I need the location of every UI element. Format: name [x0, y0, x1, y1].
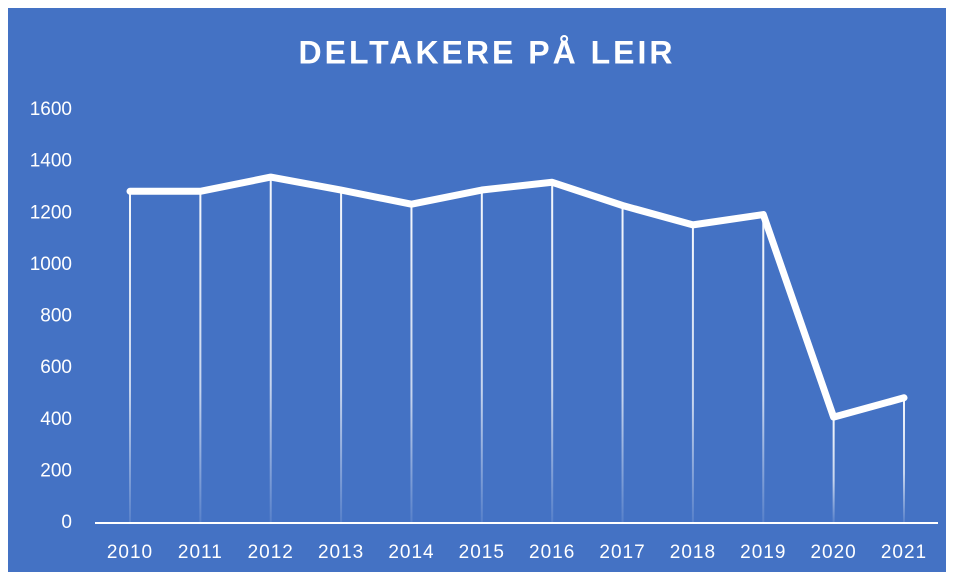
drop-line — [551, 182, 554, 523]
x-tick-label: 2010 — [107, 542, 153, 563]
drop-line — [199, 191, 202, 523]
y-tick-label: 200 — [40, 460, 72, 481]
drop-line — [691, 224, 694, 523]
drop-line — [269, 177, 272, 524]
chart-background — [8, 8, 946, 572]
y-tick-label: 1600 — [30, 99, 72, 120]
data-line — [126, 173, 908, 421]
x-tick-label: 2020 — [810, 542, 856, 563]
x-tick-label: 2021 — [881, 542, 927, 563]
drop-line — [480, 190, 483, 524]
drop-line — [340, 190, 343, 524]
y-tick-label: 0 — [61, 512, 72, 533]
drop-line — [129, 191, 131, 523]
y-tick-label: 1000 — [30, 254, 72, 275]
x-tick-label: 2011 — [178, 542, 223, 563]
x-tick-label: 2014 — [388, 542, 434, 563]
y-tick-label: 800 — [40, 306, 72, 327]
y-tick-label: 400 — [40, 409, 72, 430]
x-tick-label: 2018 — [670, 542, 716, 563]
drop-line — [621, 205, 624, 523]
x-tick-label: 2019 — [740, 542, 786, 563]
y-tick-label: 600 — [40, 357, 72, 378]
x-tick-label: 2015 — [459, 542, 505, 563]
x-tick-label: 2017 — [599, 542, 645, 563]
drop-line — [832, 417, 835, 523]
drop-line — [410, 204, 413, 523]
chart-title: DELTAKERE PÅ LEIR — [299, 34, 676, 70]
x-tick-label: 2013 — [318, 542, 364, 563]
y-tick-label: 1200 — [30, 202, 72, 223]
drop-line — [903, 397, 905, 523]
x-tick-label: 2016 — [529, 542, 575, 563]
drop-line — [762, 214, 765, 523]
y-tick-label: 1400 — [30, 151, 72, 172]
x-tick-label: 2012 — [248, 542, 294, 563]
